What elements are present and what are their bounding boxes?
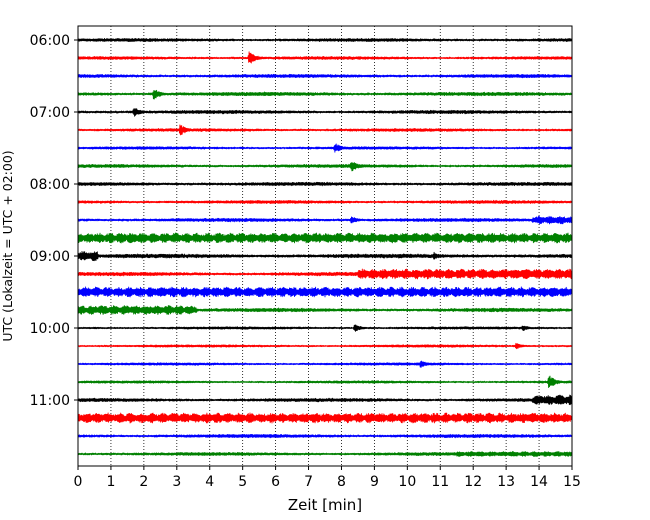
- x-tick-label: 1: [106, 474, 115, 490]
- x-tick-label: 0: [74, 474, 83, 490]
- trace-series-0800: [77, 181, 573, 187]
- trace-series-0845: [77, 232, 573, 244]
- x-tick-label: 3: [172, 474, 181, 490]
- x-tick-label: 10: [398, 474, 416, 490]
- trace-series-0815: [77, 199, 573, 205]
- y-tick-label: 06:00: [30, 33, 70, 49]
- x-tick-label: 14: [530, 474, 548, 490]
- x-tick-label: 15: [563, 474, 581, 490]
- x-tick-label: 11: [431, 474, 449, 490]
- y-axis-label: UTC (Lokalzeit = UTC + 02:00): [0, 150, 15, 341]
- trace-series-0745: [77, 161, 573, 172]
- trace-series-1045: [77, 375, 573, 388]
- x-axis-label: Zeit [min]: [288, 496, 362, 514]
- plot-frame: [77, 25, 573, 467]
- y-tick-label: 11:00: [30, 393, 70, 409]
- y-axis-ticks: 06:00 07:00 08:00 09:00 10:00 11:00: [30, 33, 78, 409]
- x-tick-label: 12: [464, 474, 482, 490]
- trace-series-0900: [77, 251, 573, 262]
- trace-series: [77, 37, 573, 457]
- x-tick-label: 8: [337, 474, 346, 490]
- x-tick-label: 7: [304, 474, 313, 490]
- y-tick-label: 09:00: [30, 249, 70, 265]
- trace-series-0730: [77, 143, 573, 153]
- trace-series-0830: [77, 215, 573, 225]
- x-axis-ticks: 0 1 2 3 4 5 6 7 8 9 10 11 12 13 14 15: [74, 466, 581, 490]
- x-tick-label: 6: [271, 474, 280, 490]
- trace-series-0630: [77, 73, 573, 79]
- y-tick-label: 08:00: [30, 177, 70, 193]
- trace-series-0930: [77, 286, 573, 298]
- x-tick-label: 2: [139, 474, 148, 490]
- x-tick-label: 4: [205, 474, 214, 490]
- trace-series-0600: [77, 37, 573, 43]
- y-tick-label: 07:00: [30, 105, 70, 121]
- trace-series-0645: [77, 89, 573, 100]
- trace-series-0700: [77, 107, 573, 117]
- trace-series-1115: [77, 412, 573, 424]
- x-tick-label: 9: [370, 474, 379, 490]
- trace-series-0915: [77, 268, 573, 280]
- trace-series-1030: [77, 360, 573, 368]
- grid-lines: [110, 26, 540, 466]
- trace-series-1100: [77, 394, 573, 406]
- trace-series-0945: [77, 305, 573, 315]
- trace-series-0615: [77, 51, 573, 64]
- trace-series-1145: [77, 451, 573, 457]
- x-tick-label: 13: [497, 474, 515, 490]
- trace-series-1000: [77, 324, 573, 332]
- trace-series-0715: [77, 124, 573, 136]
- y-tick-label: 10:00: [30, 321, 70, 337]
- trace-series-1015: [77, 342, 573, 350]
- trace-series-1130: [77, 433, 573, 439]
- x-tick-label: 5: [238, 474, 247, 490]
